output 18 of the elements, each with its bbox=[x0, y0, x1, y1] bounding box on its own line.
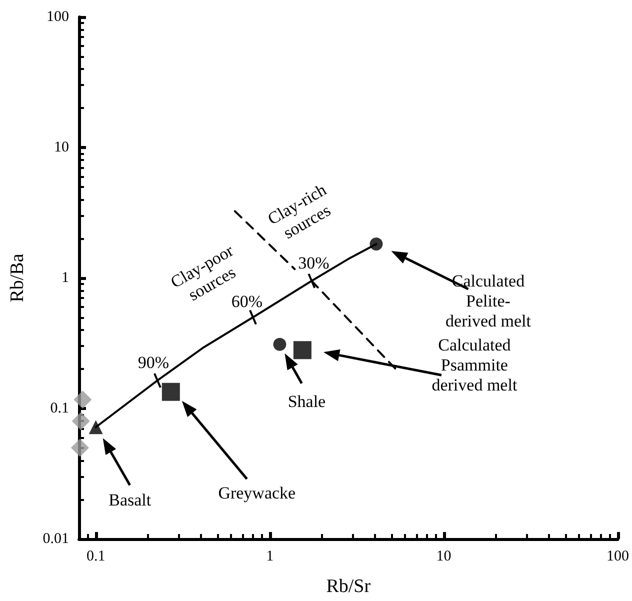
y-tick-label: 0.1 bbox=[50, 400, 69, 416]
annotation: Calculated Psammite derived melt bbox=[432, 336, 518, 395]
y-tick-label: 1 bbox=[62, 270, 69, 286]
x-axis-title: Rb/Sr bbox=[326, 576, 372, 597]
x-tick-label: 10 bbox=[436, 548, 452, 564]
annotation: 30% bbox=[298, 253, 330, 272]
x-tick-label: 100 bbox=[606, 548, 629, 564]
annotation: Calculated Pelite- derived melt bbox=[446, 272, 532, 331]
y-axis-title: Rb/Ba bbox=[7, 253, 28, 302]
y-tick-label: 100 bbox=[46, 9, 69, 25]
x-tick-label: 0.1 bbox=[86, 548, 106, 564]
x-tick-label: 1 bbox=[266, 548, 274, 564]
annotation: Greywacke bbox=[218, 483, 296, 502]
y-tick-label: 0.01 bbox=[42, 531, 69, 547]
y-tick-label: 10 bbox=[54, 140, 69, 156]
annotation: Shale bbox=[288, 392, 326, 411]
annotation: Basalt bbox=[108, 490, 152, 510]
annotation: 90% bbox=[138, 352, 170, 372]
